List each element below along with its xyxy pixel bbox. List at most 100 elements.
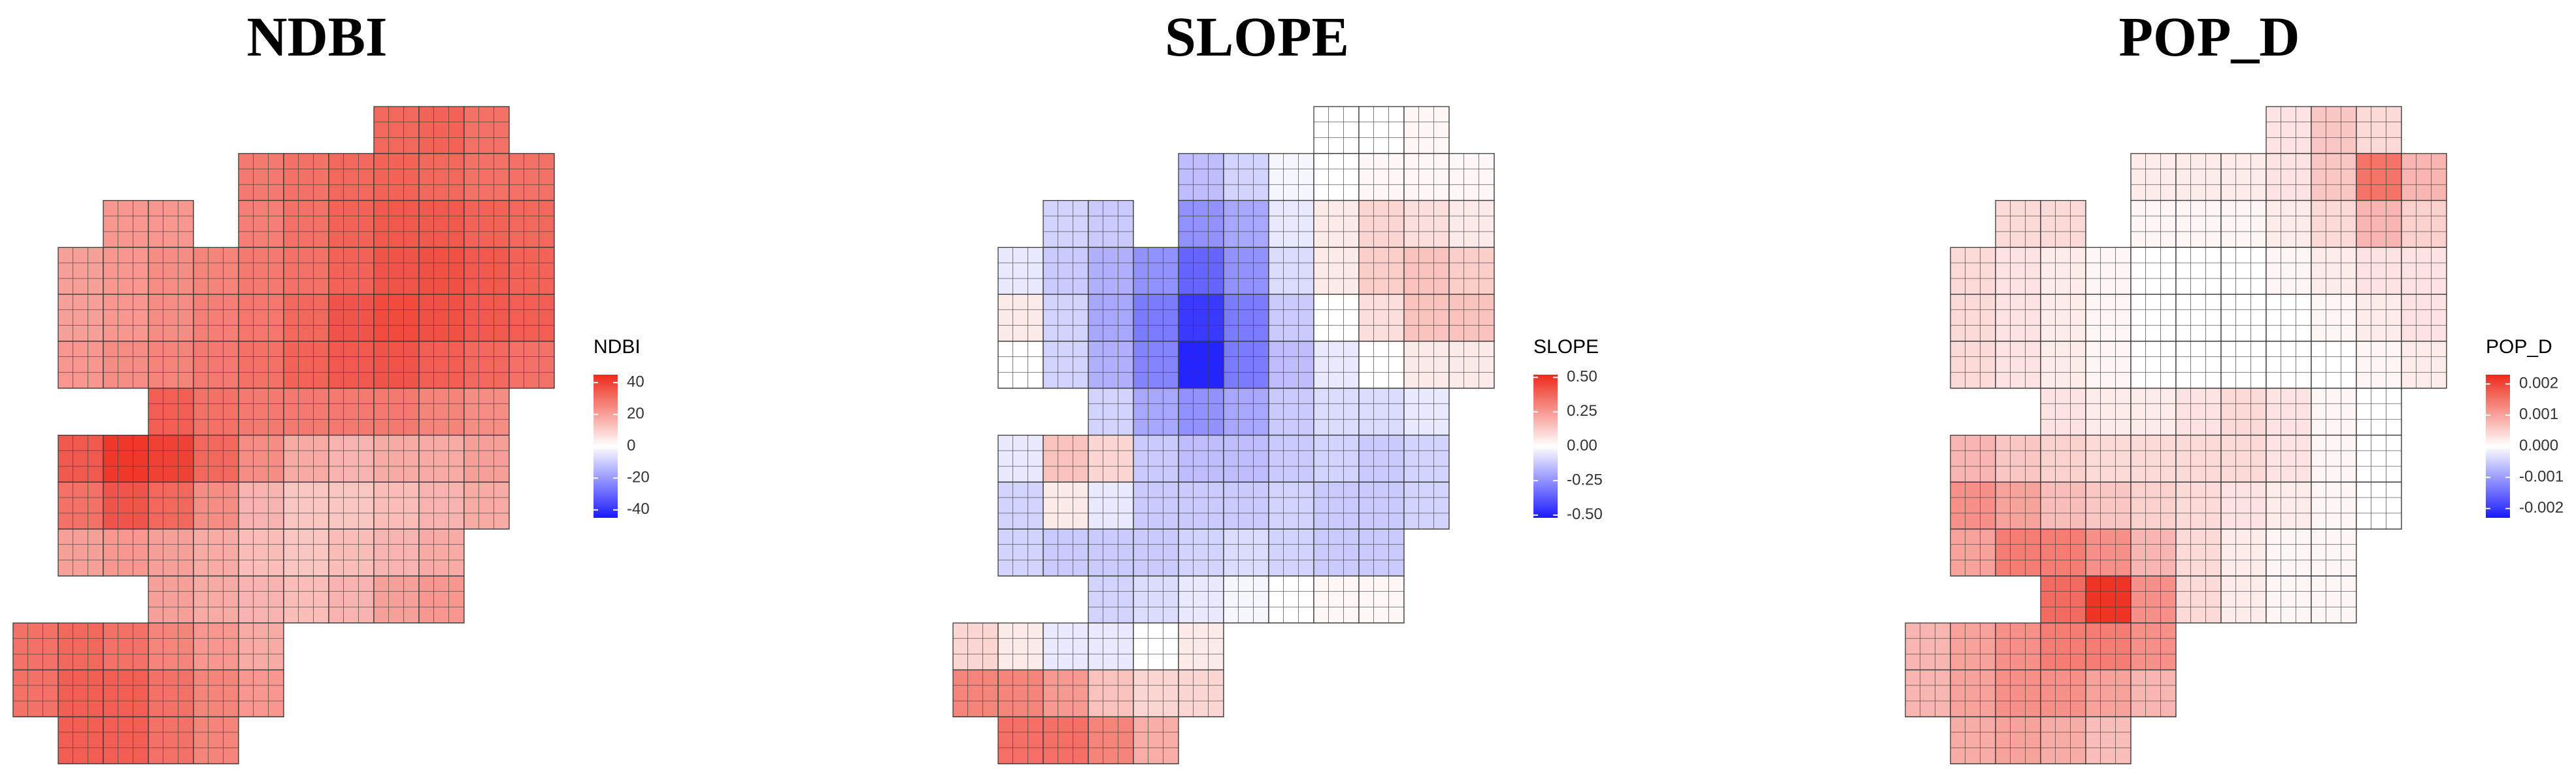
grid-cell (238, 153, 284, 201)
grid-cell (1313, 199, 1360, 248)
grid-cell (2356, 106, 2402, 154)
grid-cell (1403, 388, 1450, 436)
grid-cell (2356, 199, 2402, 248)
grid-cell (2311, 341, 2357, 389)
grid-cell (463, 341, 510, 389)
grid-cell (463, 388, 510, 436)
grid-cell (1043, 716, 1089, 764)
grid-cell (2266, 294, 2312, 342)
grid-cell (1268, 575, 1314, 624)
grid-cell (2311, 528, 2357, 577)
grid-cell (2220, 246, 2267, 295)
grid-cell (373, 481, 420, 530)
grid-cell (2356, 434, 2402, 483)
grid-cell (1133, 434, 1179, 483)
grid-cell (418, 575, 465, 624)
grid-cell (148, 199, 194, 248)
grid-cell (1223, 575, 1269, 624)
grid-cell (463, 434, 510, 483)
grid-cell (1313, 246, 1360, 295)
grid-cell (103, 669, 149, 718)
grid-cell (1358, 575, 1405, 624)
grid-cell (1223, 153, 1269, 201)
grid-cell (103, 716, 149, 764)
grid-cell (58, 294, 104, 342)
grid-cell (238, 246, 284, 295)
grid-cell (2130, 669, 2177, 718)
grid-cell (1043, 481, 1089, 530)
grid-cell (2175, 294, 2222, 342)
grid-cell (103, 481, 149, 530)
grid-cell (1995, 716, 2041, 764)
grid-cell (1178, 622, 1224, 671)
grid-cell (373, 388, 420, 436)
grid-cell (1358, 153, 1405, 201)
grid-cell (1403, 153, 1450, 201)
grid-cell (2356, 481, 2402, 530)
grid-cell (1950, 622, 1996, 671)
colorbar-tick-label: 0 (627, 437, 635, 454)
grid-cell (58, 341, 104, 389)
grid-cell (2085, 434, 2132, 483)
grid-cell (463, 294, 510, 342)
legend-title: POP_D (2486, 336, 2552, 358)
grid-cell (193, 481, 239, 530)
grid-cell (418, 153, 465, 201)
grid-cell (283, 246, 329, 295)
grid-cell (2130, 528, 2177, 577)
grid-cell (2085, 341, 2132, 389)
grid-cell (509, 294, 555, 342)
grid-cell (1268, 153, 1314, 201)
grid-cell (1268, 246, 1314, 295)
grid-cell (148, 388, 194, 436)
grid-cell (2401, 246, 2447, 295)
grid-cell (463, 246, 510, 295)
grid-cell (1223, 528, 1269, 577)
legend-title: SLOPE (1533, 336, 1599, 358)
grid-cell (2040, 528, 2086, 577)
grid-cell (193, 388, 239, 436)
grid-cell (418, 388, 465, 436)
grid-cell (1088, 388, 1134, 436)
grid-cell (2356, 153, 2402, 201)
grid-cell (193, 246, 239, 295)
grid-cell (103, 199, 149, 248)
grid-cell (1313, 294, 1360, 342)
grid-cell (2266, 106, 2312, 154)
grid-cell (328, 481, 375, 530)
grid-cell (1178, 528, 1224, 577)
grid-cell (148, 669, 194, 718)
grid-cell (1088, 294, 1134, 342)
grid-cell (148, 481, 194, 530)
grid-cell (1950, 528, 1996, 577)
grid-cell (2085, 575, 2132, 624)
grid-cell (328, 388, 375, 436)
grid-cell (1178, 481, 1224, 530)
grid-cell (1313, 481, 1360, 530)
grid-cell (509, 246, 555, 295)
grid-cell (2040, 481, 2086, 530)
grid-cell (2266, 528, 2312, 577)
grid-cell (2220, 153, 2267, 201)
grid-cell (1268, 388, 1314, 436)
grid-cell (2085, 481, 2132, 530)
grid-cell (1223, 481, 1269, 530)
grid-cell (2266, 199, 2312, 248)
grid-cell (283, 199, 329, 248)
grid-cell (1178, 388, 1224, 436)
grid-cell (463, 153, 510, 201)
grid-cell (1178, 434, 1224, 483)
panel-title: SLOPE (1165, 5, 1349, 68)
grid-cell (1995, 294, 2041, 342)
grid-cell (2311, 388, 2357, 436)
grid-cell (1905, 669, 1951, 718)
grid-cell (2130, 246, 2177, 295)
grid-cell (1178, 669, 1224, 718)
grid-cell (1088, 528, 1134, 577)
grid-cell (1448, 153, 1495, 201)
grid-cell (509, 199, 555, 248)
grid-cell (1313, 341, 1360, 389)
grid-cell (1313, 388, 1360, 436)
grid-cell (1133, 388, 1179, 436)
grid-cell (2130, 341, 2177, 389)
